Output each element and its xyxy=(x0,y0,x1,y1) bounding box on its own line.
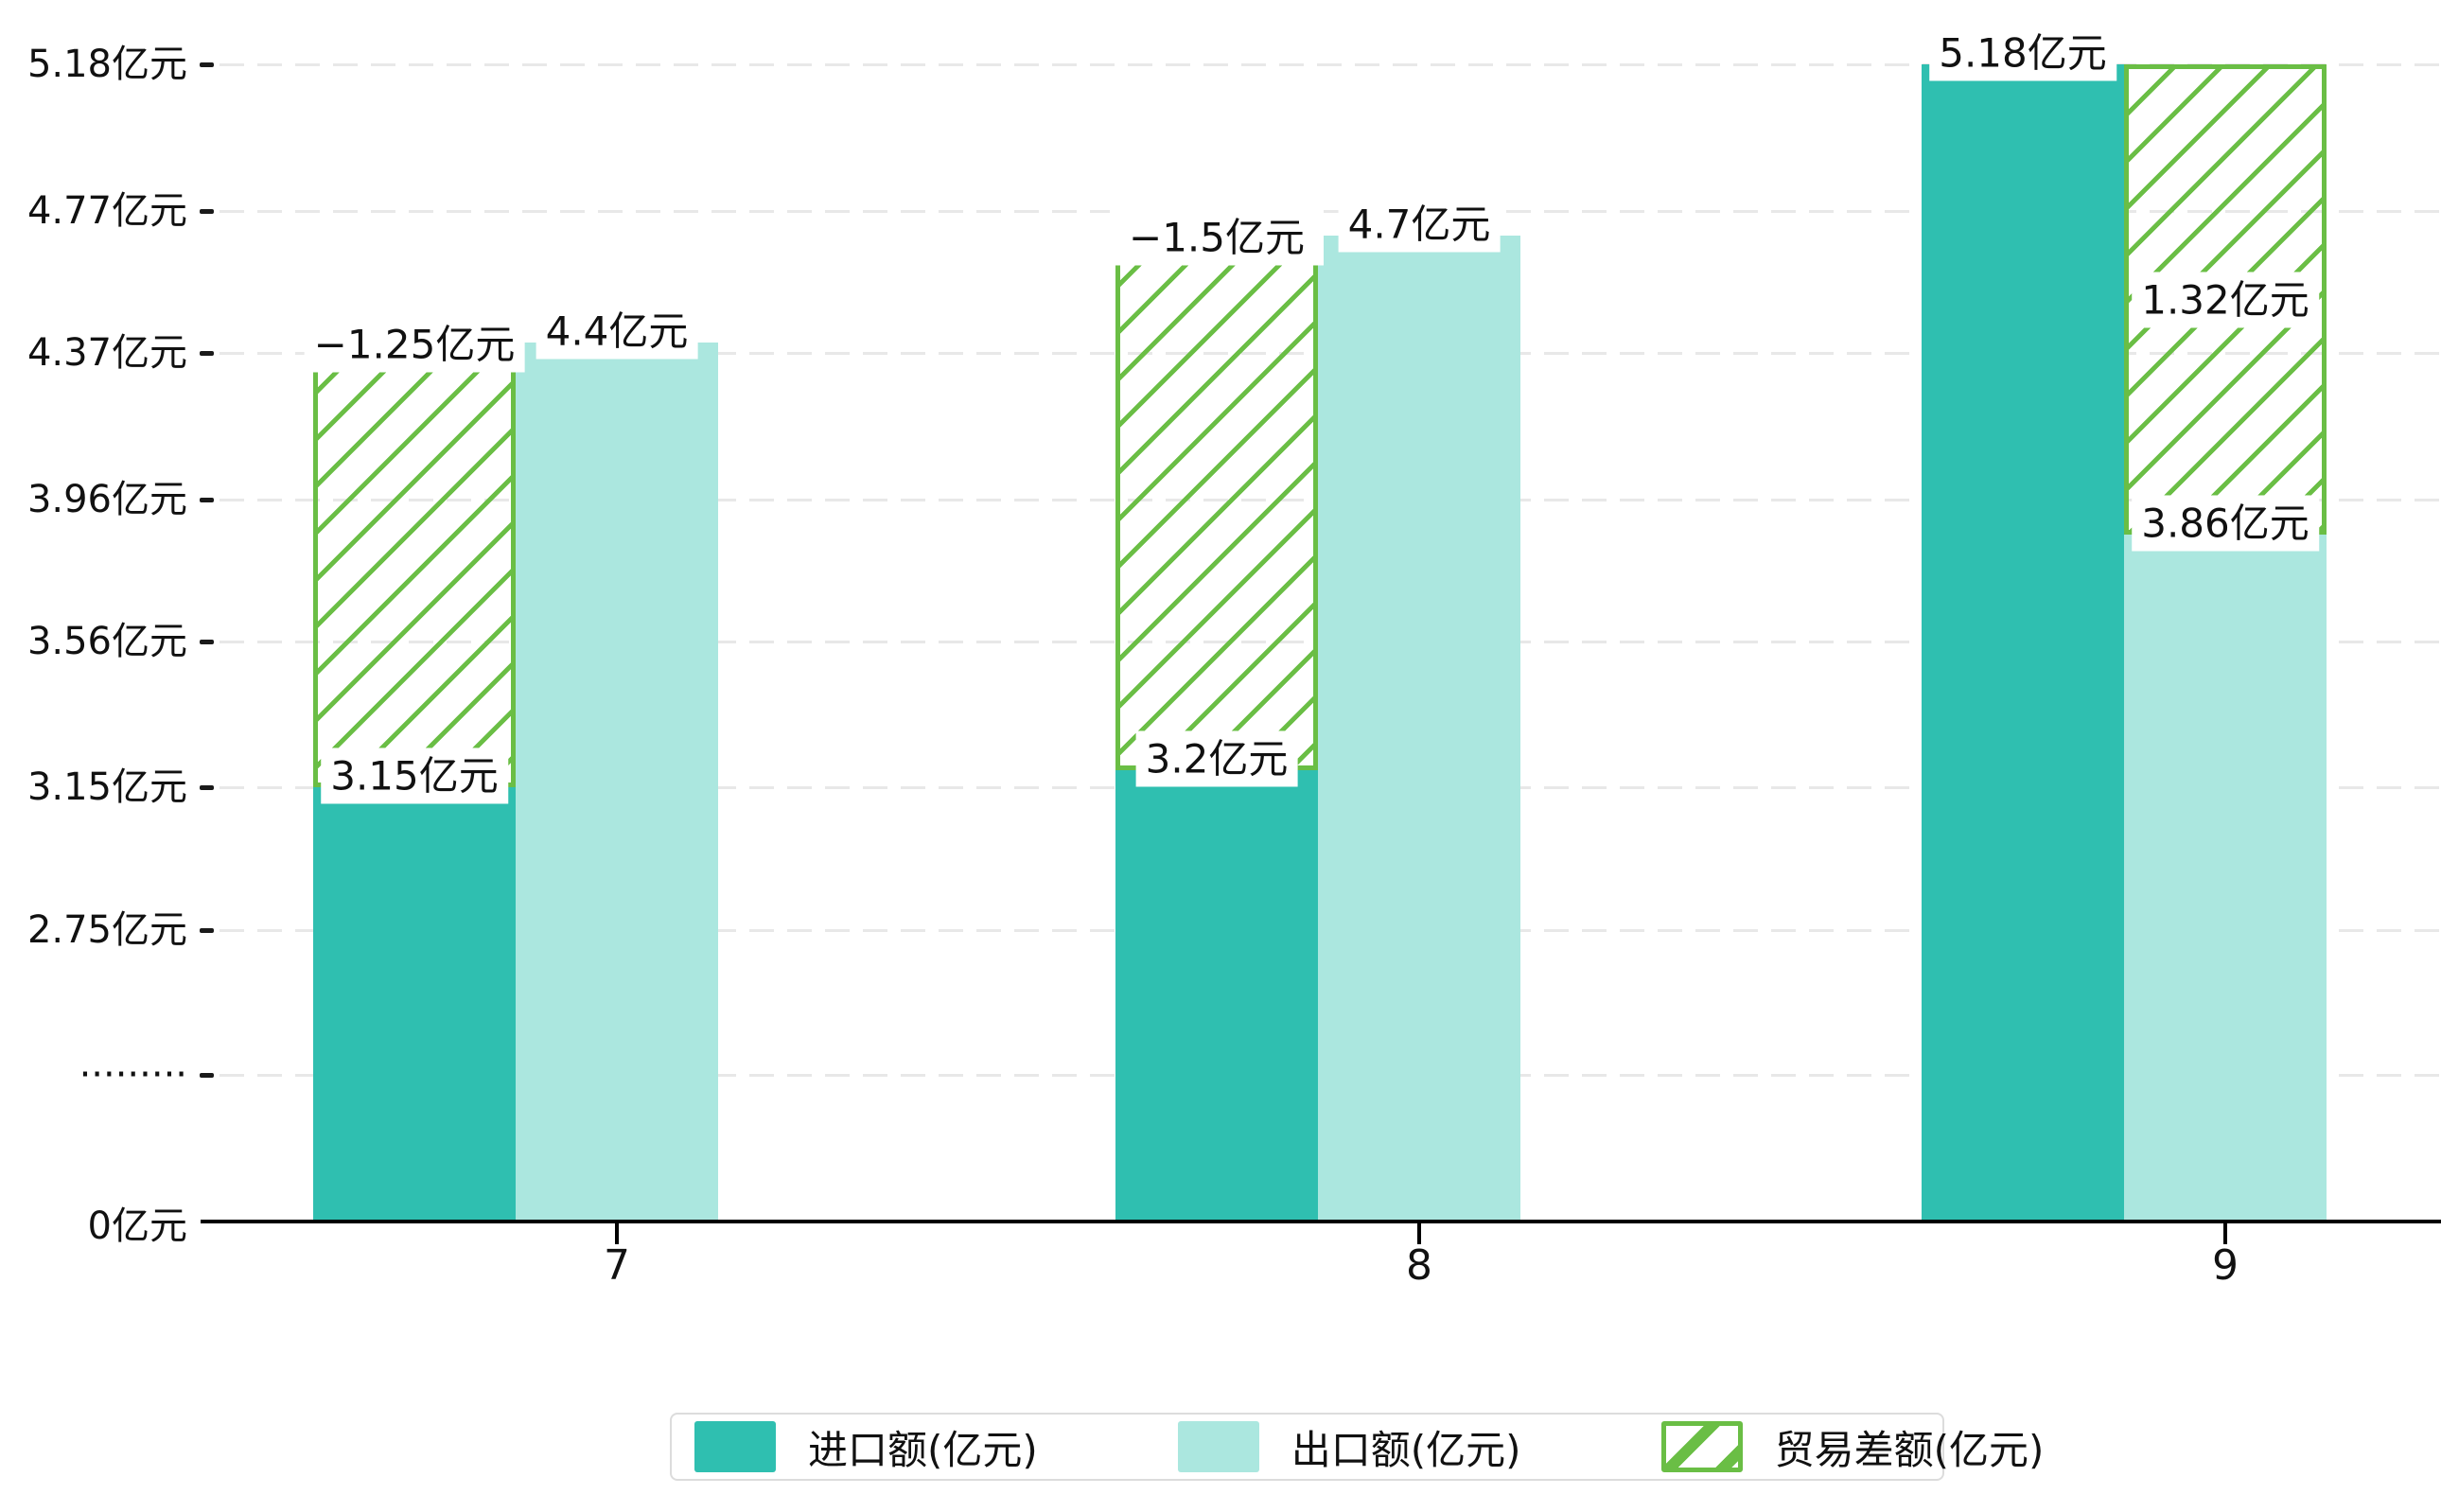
y-axis-label: 0亿元 xyxy=(87,1204,187,1248)
bar-export-7[interactable] xyxy=(516,342,718,1221)
legend-label: 进口额(亿元) xyxy=(808,1426,1038,1473)
y-axis-tick xyxy=(200,497,214,502)
legend-label: 出口额(亿元) xyxy=(1291,1426,1521,1473)
y-axis-label: 4.37亿元 xyxy=(26,331,187,376)
x-axis-tick xyxy=(615,1223,619,1244)
label-import-7: 3.15亿元 xyxy=(321,747,508,804)
label-import-8: 3.2亿元 xyxy=(1135,730,1298,787)
label-export-9: 3.86亿元 xyxy=(2132,495,2319,552)
y-axis-label: 3.15亿元 xyxy=(26,765,187,810)
x-axis-tick xyxy=(1417,1223,1421,1244)
x-axis-line xyxy=(201,1220,2441,1223)
label-trade-balance-7: −1.25亿元 xyxy=(304,316,525,373)
bar-import-9[interactable] xyxy=(1922,64,2124,1221)
y-gridline xyxy=(220,63,2441,67)
x-axis-label: 9 xyxy=(2212,1241,2239,1290)
y-axis-label: 3.56亿元 xyxy=(26,620,187,664)
bar-export-8[interactable] xyxy=(1318,236,1520,1221)
y-gridline xyxy=(220,209,2441,213)
label-trade-balance-9: 1.32亿元 xyxy=(2132,272,2319,328)
y-axis-label: 2.75亿元 xyxy=(26,908,187,952)
y-axis-tick xyxy=(200,351,214,357)
y-axis-label: 5.18亿元 xyxy=(26,43,187,87)
legend-item-trade-balance[interactable]: 贸易差额(亿元) xyxy=(1660,1418,2045,1476)
legend-label: 贸易差额(亿元) xyxy=(1774,1426,2045,1473)
bar-trade-balance-7[interactable] xyxy=(313,342,516,788)
y-axis-label: 3.96亿元 xyxy=(26,477,187,521)
y-axis-tick xyxy=(200,928,214,933)
bar-import-7[interactable] xyxy=(313,787,516,1221)
bar-import-8[interactable] xyxy=(1115,769,1318,1221)
label-export-7: 4.4亿元 xyxy=(536,303,698,360)
x-axis-label: 8 xyxy=(1406,1241,1432,1290)
legend-chip-trade-balance xyxy=(1660,1421,1743,1472)
legend-item-import[interactable]: 进口额(亿元) xyxy=(694,1418,1038,1476)
x-axis-label: 7 xyxy=(604,1241,630,1290)
y-axis-tick xyxy=(200,640,214,645)
y-axis-break-label: ········· xyxy=(79,1053,187,1097)
y-axis-tick xyxy=(200,1073,214,1078)
y-axis-tick xyxy=(200,62,214,68)
label-export-8: 4.7亿元 xyxy=(1338,196,1501,253)
legend-chip-export xyxy=(1177,1421,1259,1472)
legend: 进口额(亿元) 出口额(亿元) 贸易差额(亿元) xyxy=(670,1413,2044,1481)
x-axis-tick xyxy=(2223,1223,2227,1244)
y-axis-tick xyxy=(200,208,214,214)
legend-chip-import xyxy=(694,1421,776,1472)
bar-export-9[interactable] xyxy=(2124,535,2327,1221)
label-import-9: 5.18亿元 xyxy=(1929,25,2116,81)
legend-item-export[interactable]: 出口额(亿元) xyxy=(1177,1418,1521,1476)
label-trade-balance-8: −1.5亿元 xyxy=(1110,209,1324,266)
y-axis-label: 4.77亿元 xyxy=(26,188,187,233)
y-axis-tick xyxy=(200,785,214,791)
bar-trade-balance-8[interactable] xyxy=(1115,236,1318,770)
